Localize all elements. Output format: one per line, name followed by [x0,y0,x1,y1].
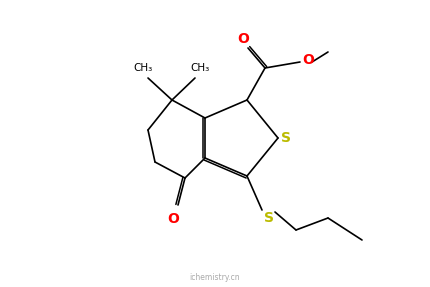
Text: O: O [301,53,313,67]
Text: CH₃: CH₃ [133,63,152,73]
Text: S: S [264,211,273,225]
Text: S: S [280,131,290,145]
Text: O: O [237,32,249,46]
Text: ichemistry.cn: ichemistry.cn [189,274,240,282]
Text: CH₃: CH₃ [190,63,209,73]
Text: O: O [167,212,178,226]
